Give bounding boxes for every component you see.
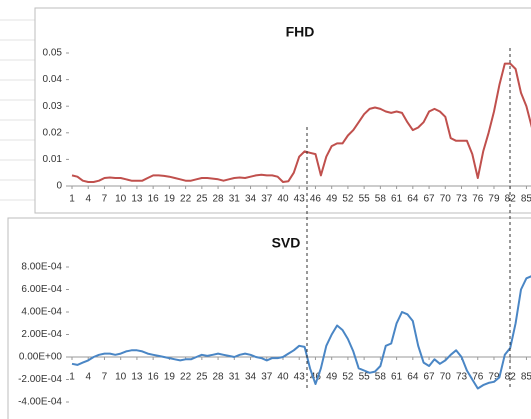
x-tick-label: 13 [131, 194, 143, 205]
x-tick-label: 4 [85, 372, 91, 383]
x-tick-label: 67 [423, 194, 435, 205]
x-tick-label: 43 [294, 372, 306, 383]
sheet-lines [0, 19, 35, 201]
x-tick-label: 58 [375, 372, 387, 383]
x-tick-label: 52 [342, 372, 354, 383]
x-tick-label: 46 [310, 372, 322, 383]
y-tick-label: 4.00E-04 [21, 307, 62, 318]
x-tick-label: 34 [245, 372, 257, 383]
x-tick-label: 49 [326, 194, 338, 205]
x-tick-label: 22 [180, 194, 192, 205]
x-tick-label: 4 [85, 194, 91, 205]
x-tick-label: 61 [391, 372, 403, 383]
x-tick-label: 28 [213, 372, 225, 383]
y-tick-label: 2.00E-04 [21, 329, 62, 340]
x-tick-label: 61 [391, 194, 403, 205]
y-tick-label: 0.05 [43, 48, 63, 59]
x-tick-label: 37 [261, 194, 273, 205]
x-tick-label: 34 [245, 194, 257, 205]
x-tick-label: 64 [407, 372, 419, 383]
y-tick-label: 0.01 [43, 154, 63, 165]
x-tick-label: 73 [456, 372, 468, 383]
x-tick-label: 55 [359, 372, 371, 383]
y-tick-label: 6.00E-04 [21, 284, 62, 295]
panel [7, 217, 531, 419]
x-tick-label: 73 [456, 194, 468, 205]
x-tick-label: 1 [69, 194, 75, 205]
x-tick-label: 31 [229, 372, 241, 383]
x-tick-label: 85 [521, 372, 531, 383]
x-tick-label: 82 [505, 372, 517, 383]
x-tick-label: 64 [407, 194, 419, 205]
x-tick-label: 19 [164, 372, 176, 383]
x-tick-label: 25 [196, 194, 208, 205]
x-tick-label: 67 [423, 372, 435, 383]
line [71, 62, 531, 183]
x-tick-label: 79 [488, 194, 500, 205]
x-tick-label: 10 [115, 194, 127, 205]
x-tick-label: 76 [472, 372, 484, 383]
x-tick-label: 85 [521, 194, 531, 205]
x-tick-label: 79 [488, 372, 500, 383]
x-tick-label: 7 [102, 372, 108, 383]
x-tick-label: 46 [310, 194, 322, 205]
x-tick-label: 25 [196, 372, 208, 383]
y-tick-label: 0 [56, 181, 62, 192]
x-tick-label: 49 [326, 372, 338, 383]
y-tick-label: -4.00E-04 [18, 397, 62, 408]
x-tick-label: 76 [472, 194, 484, 205]
y-tick-label: 0.00E+00 [19, 352, 63, 363]
x-tick-label: 40 [277, 372, 289, 383]
x-tick-label: 13 [131, 372, 143, 383]
x-tick-label: 70 [440, 194, 452, 205]
x-tick-label: 28 [213, 194, 225, 205]
x-tick-label: 10 [115, 372, 127, 383]
x-tick-label: 58 [375, 194, 387, 205]
line [71, 275, 531, 390]
plots: 00.010.020.030.040.051 4 7 10 13 16 19 22 25 28 31… [18, 48, 531, 408]
y-tick-label: 0.02 [43, 127, 63, 138]
x-tick-label: 31 [229, 194, 241, 205]
x-tick-label: 22 [180, 372, 192, 383]
chart-title: SVD [272, 235, 301, 251]
y-tick-label: -2.00E-04 [18, 374, 62, 385]
y-tick-label: 0.04 [43, 74, 63, 85]
x-tick-label: 55 [359, 194, 371, 205]
x-tick-label: 1 [69, 372, 75, 383]
x-tick-label: 37 [261, 372, 273, 383]
y-tick-label: 0.03 [43, 101, 63, 112]
y-tick-label: 8.00E-04 [21, 262, 62, 273]
x-tick-label: 16 [148, 372, 160, 383]
x-tick-label: 70 [440, 372, 452, 383]
x-tick-label: 7 [102, 194, 108, 205]
chart-title: FHD [286, 24, 315, 40]
x-tick-label: 40 [277, 194, 289, 205]
x-tick-label: 19 [164, 194, 176, 205]
x-tick-label: 43 [294, 194, 306, 205]
x-tick-label: 16 [148, 194, 160, 205]
x-tick-label: 52 [342, 194, 354, 205]
